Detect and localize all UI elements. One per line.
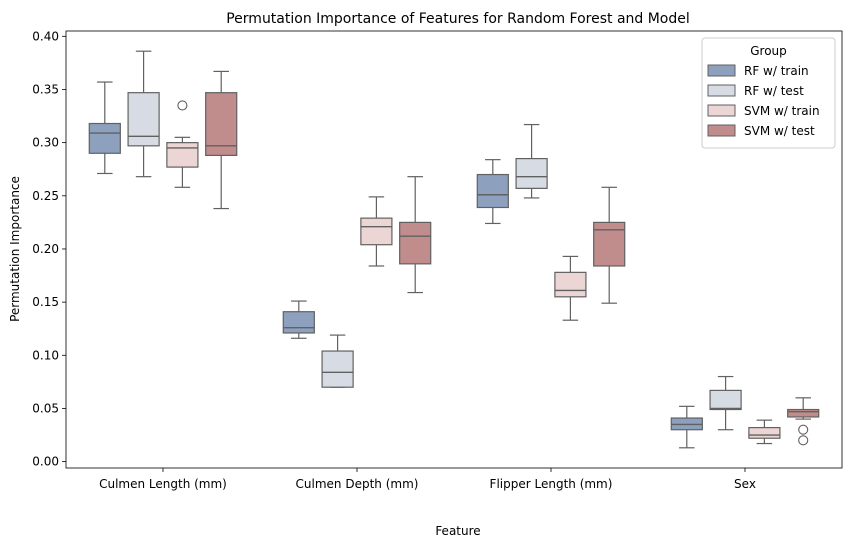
box-0-0 [88,81,121,175]
y-tick-label: 0.05 [32,401,59,415]
box-body [787,408,820,418]
box-2-1 [360,196,393,267]
box-body [205,92,238,157]
box-body [748,426,781,439]
box-1-2 [515,123,548,199]
box-body [476,173,509,209]
legend: Group RF w/ train RF w/ test SVM w/ train SV… [701,37,836,149]
y-tick-label: 0.30 [32,136,59,150]
x-axis: Culmen Length (mm) Culmen Depth (mm) Flipp… [99,468,756,491]
legend-label: SVM w/ train [744,104,820,118]
box-2-0 [166,100,199,188]
x-tick-label: Culmen Length (mm) [99,477,227,491]
legend-swatch [707,84,736,97]
box-body [593,221,626,267]
box-body [88,122,121,154]
x-tick-label: Culmen Depth (mm) [296,477,419,491]
box-body [360,217,393,246]
box-3-1 [399,176,432,294]
y-tick-label: 0.00 [32,455,59,469]
legend-label: RF w/ test [744,84,804,98]
box-body [515,157,548,189]
plot-frame [65,30,843,469]
box-body [166,142,199,168]
plot-area: 0.00 0.05 0.10 0.15 0.20 0.25 0.30 0.35 0.40 Cul… [32,29,843,491]
legend-title: Group [750,44,787,58]
box-1-1 [321,334,354,388]
legend-swatch [707,124,736,137]
box-body [399,221,432,265]
legend-swatch [707,64,736,77]
box-1-0 [127,50,160,178]
box-3-2 [593,186,626,304]
box-0-1 [282,300,315,339]
box-2-2 [554,255,587,321]
boxes [88,50,820,449]
box-body [127,92,160,147]
legend-label: RF w/ train [744,64,809,78]
x-tick-label: Flipper Length (mm) [490,477,613,491]
box-3-0 [205,70,238,210]
box-0-2 [476,159,509,225]
x-tick-label: Sex [734,477,756,491]
box-body [282,311,315,334]
legend-swatch [707,104,736,117]
box-2-3 [748,419,781,445]
outlier-point [798,435,809,446]
y-tick-label: 0.10 [32,348,59,362]
outlier-point [798,424,809,435]
chart-title: Permutation Importance of Features for R… [226,11,690,27]
box-body [709,389,742,411]
y-axis-label: Permutation Importance [8,176,22,322]
box-3-3 [787,397,820,446]
y-tick-label: 0.40 [32,29,59,43]
y-axis: 0.00 0.05 0.10 0.15 0.20 0.25 0.30 0.35 0.40 [32,29,66,469]
legend-label: SVM w/ test [744,124,815,138]
y-tick-label: 0.25 [32,189,59,203]
box-body [321,350,354,388]
y-tick-label: 0.20 [32,242,59,256]
box-body [554,271,587,298]
box-1-3 [709,375,742,431]
y-tick-label: 0.15 [32,295,59,309]
outlier-point [177,100,188,111]
y-tick-label: 0.35 [32,82,59,96]
box-0-3 [670,405,703,449]
x-axis-label: Feature [435,524,480,538]
